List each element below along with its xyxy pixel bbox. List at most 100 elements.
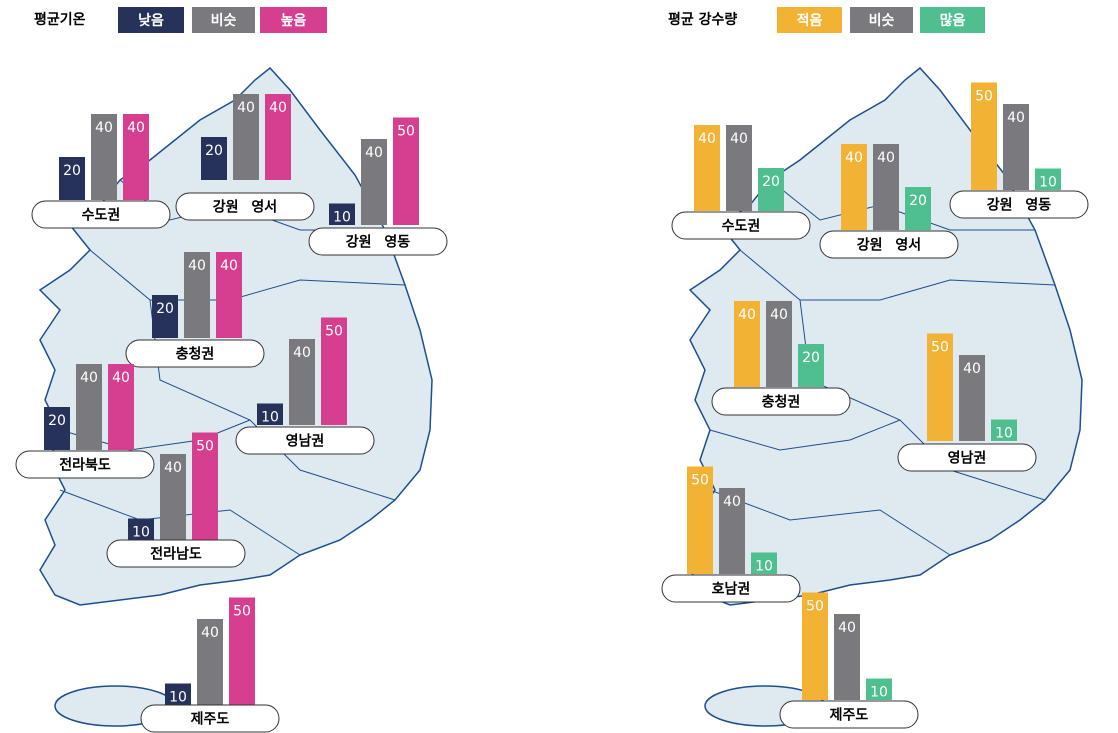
bar [766, 301, 792, 387]
legend-label: 비슷 [211, 13, 237, 29]
bar [184, 252, 210, 338]
bar [152, 295, 178, 338]
bar [719, 488, 745, 574]
region-name: 강원 영동 [987, 197, 1052, 214]
bar [76, 364, 102, 450]
legend-swatch [192, 7, 255, 33]
bar [694, 125, 720, 211]
region-pill [308, 227, 448, 256]
bar [59, 157, 85, 200]
bar-value: 40 [293, 345, 311, 361]
bar [44, 407, 70, 450]
region-name: 영남권 [286, 433, 325, 450]
bar-value: 40 [770, 307, 788, 323]
region-name: 강원 영서 [857, 237, 921, 254]
legend-label: 높음 [281, 13, 307, 29]
bar-value: 20 [48, 413, 66, 429]
region-name: 제주도 [191, 712, 230, 728]
legend-label: 적음 [797, 12, 823, 29]
bar [726, 125, 752, 211]
region-pill [671, 211, 811, 240]
bar [216, 252, 242, 338]
bar-value: 10 [169, 690, 187, 706]
bar [991, 419, 1017, 441]
bar [959, 355, 985, 441]
bar-value: 40 [365, 145, 383, 161]
bar [798, 344, 824, 387]
region-name: 수도권 [82, 208, 121, 224]
bar [1003, 104, 1029, 190]
bar [197, 619, 223, 705]
region-name: 전라남도 [150, 546, 202, 563]
bar-value: 50 [931, 340, 949, 356]
region-pill [711, 387, 851, 416]
bar-value: 40 [201, 625, 219, 641]
bar-value: 40 [738, 307, 756, 323]
bar [165, 683, 191, 705]
bar [1035, 168, 1061, 190]
bar [905, 187, 931, 230]
bar-value: 10 [333, 210, 351, 226]
legend-title: 평균기온 [34, 11, 86, 28]
bar-value: 50 [806, 599, 824, 615]
region-pill [106, 539, 246, 568]
bar-value: 40 [963, 361, 981, 377]
bar-value: 50 [233, 604, 251, 620]
bar-value: 40 [220, 258, 238, 274]
bar [751, 552, 777, 574]
bar-value: 40 [80, 370, 98, 386]
bar-value: 40 [698, 131, 716, 147]
bar-value: 10 [132, 525, 150, 541]
region-name: 영남권 [948, 450, 987, 467]
bar [866, 678, 892, 700]
bar [734, 301, 760, 387]
region-name: 충청권 [176, 347, 215, 363]
bar-value: 40 [164, 460, 182, 476]
bar [393, 117, 419, 225]
legend-swatch [118, 7, 184, 33]
legend-title: 평균 강수량 [668, 11, 737, 28]
region-name: 강원 영서 [213, 199, 277, 216]
region-pill [661, 574, 801, 603]
bar [834, 614, 860, 700]
bar-value: 20 [156, 301, 174, 317]
legend-swatch [850, 7, 913, 33]
region-name: 수도권 [722, 219, 761, 235]
bar [321, 317, 347, 425]
region-pill [125, 339, 265, 368]
bar-value: 40 [730, 131, 748, 147]
legend-swatch [920, 7, 985, 33]
bar-value: 40 [845, 150, 863, 166]
bar [971, 82, 997, 190]
bar-value: 40 [95, 120, 113, 136]
legend-swatch [260, 7, 327, 33]
bar-value: 10 [1039, 175, 1057, 191]
bar [229, 597, 255, 705]
region-name: 제주도 [830, 708, 869, 724]
region-pill [779, 700, 919, 729]
bar [802, 592, 828, 700]
bar-value: 20 [63, 163, 81, 179]
legend-label: 많음 [940, 12, 966, 29]
bar [758, 168, 784, 211]
bar [128, 518, 154, 540]
bar [257, 403, 283, 425]
region-name: 강원 영동 [346, 234, 411, 251]
bar-value: 50 [325, 324, 343, 340]
bar-value: 40 [838, 620, 856, 636]
bar-value: 50 [691, 473, 709, 489]
bar-value: 10 [261, 410, 279, 426]
region-pill [819, 230, 959, 259]
bar-value: 20 [762, 174, 780, 190]
region-pill [949, 190, 1089, 219]
bar-value: 40 [112, 370, 130, 386]
region-pill [15, 450, 155, 479]
region-name: 전라북도 [59, 457, 111, 474]
bar-value: 40 [723, 494, 741, 510]
bar-value: 40 [269, 100, 287, 116]
bar [687, 466, 713, 574]
bar [265, 94, 291, 180]
bar [201, 137, 227, 180]
bar [361, 139, 387, 225]
